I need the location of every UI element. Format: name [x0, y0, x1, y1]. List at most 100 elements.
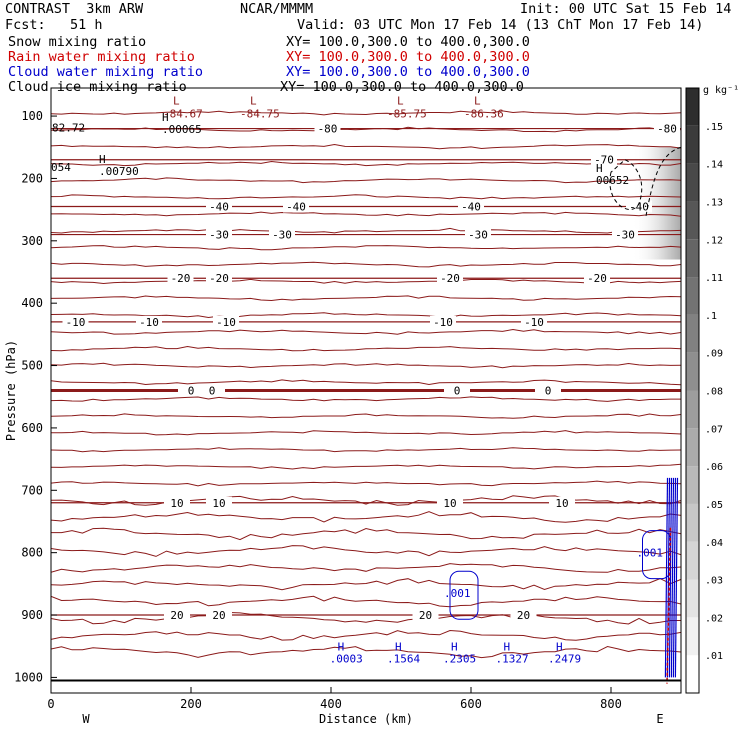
cloud-water-dense-contour [664, 477, 669, 678]
max-marker: H [162, 111, 169, 124]
colorbar-unit: g kg⁻¹ [703, 85, 739, 96]
colorbar-tick-label: .15 [705, 122, 723, 133]
x-axis-label: Distance (km) [319, 712, 413, 726]
isotherm-label-bg [136, 315, 162, 328]
isotherm-label-bg [465, 228, 491, 241]
isotherm-label: 10 [443, 497, 456, 510]
colorbar-segment [686, 201, 699, 240]
isotherm-label: -20 [440, 272, 460, 285]
isotherm-label: -30 [209, 229, 229, 242]
isotherm-label: -10 [66, 316, 86, 329]
isotherm-line [51, 211, 681, 217]
colorbar-segment [686, 503, 699, 542]
isotherm-label: -10 [216, 316, 236, 329]
colorbar-tick-label: .08 [705, 387, 723, 398]
valid-time: Valid: 03 UTC Mon 17 Feb 14 (13 ChT Mon … [297, 17, 704, 33]
isotherm-label: -80 [657, 123, 677, 136]
colorbar-segment [686, 277, 699, 315]
colorbar-segment [686, 88, 699, 126]
colorbar-segment [686, 541, 699, 580]
isotherm-line [51, 379, 681, 386]
isotherm-label: -40 [286, 201, 306, 214]
isotherm-label: 20 [170, 609, 183, 622]
isotherm-label: -40 [209, 201, 229, 214]
colorbar-tick-label: .07 [705, 424, 723, 435]
field-rain-xy: XY= 100.0,300.0 to 400.0,300.0 [286, 49, 530, 65]
field-snow-label: Snow mixing ratio [8, 34, 147, 50]
isotherm-line [51, 396, 681, 402]
isotherm-label: 0 [209, 385, 216, 398]
isotherm-label-bg [206, 496, 232, 509]
isotherm-label: 0 [545, 385, 552, 398]
isotherm-label: -30 [468, 229, 488, 242]
center-title: NCAR/MMMM [240, 1, 314, 17]
isotherm-line [51, 463, 681, 470]
isotherm-label: -30 [272, 229, 292, 242]
isotherm-label-bg [213, 315, 239, 328]
isotherm-label: 0 [454, 385, 461, 398]
isotherm-line [51, 495, 681, 506]
isotherm-label: 10 [555, 497, 568, 510]
isotherm-line [51, 447, 681, 453]
isotherm-label-bg [437, 272, 463, 285]
isotherm-line [51, 143, 681, 150]
isotherm-label-bg [412, 609, 439, 622]
edge-value: 054 [51, 161, 71, 174]
plot-frame [50, 87, 682, 694]
rain-water-contour [666, 527, 672, 684]
isotherm-label: 20 [517, 609, 530, 622]
x-end-label-west: W [82, 712, 90, 726]
isotherm-line [51, 611, 681, 625]
isotherm-label-bg [206, 272, 232, 285]
y-axis-label: Pressure (hPa) [4, 340, 18, 441]
min-value: -84.67 [163, 107, 203, 120]
y-tick-label: 600 [21, 421, 43, 435]
colorbar-segment [686, 617, 699, 656]
isotherm-label: -20 [209, 272, 229, 285]
colorbar-segment [686, 390, 699, 429]
isotherm-label: -80 [318, 123, 338, 136]
cloud-water-max-marker: H [338, 641, 345, 654]
min-marker: L [250, 94, 257, 107]
colorbar-tick-label: .14 [705, 160, 723, 171]
isotherm-line [51, 245, 681, 251]
cloud-water-dense-contour [670, 477, 675, 678]
isotherm-label: -40 [461, 201, 481, 214]
isotherm-line [51, 160, 681, 167]
isotherm-line [51, 645, 681, 659]
max-value: 00652 [596, 174, 629, 187]
y-tick-label: 400 [21, 296, 43, 310]
isotherm-label: 20 [212, 609, 225, 622]
isotherm-line [51, 413, 681, 419]
colorbar-tick-label: .1 [705, 311, 717, 322]
isotherm-line [51, 278, 681, 285]
y-tick-label: 100 [21, 109, 43, 123]
colorbar-frame [685, 87, 700, 694]
field-cloudwater-xy: XY= 100.0,300.0 to 400.0,300.0 [286, 64, 530, 80]
y-tick-label: 1000 [14, 670, 43, 684]
min-marker: L [474, 94, 481, 107]
isotherm-line [51, 194, 681, 200]
isotherm-label: -10 [433, 316, 453, 329]
x-tick-label: 800 [600, 697, 622, 711]
colorbar-segment [686, 352, 699, 391]
isotherm-label: -10 [139, 316, 159, 329]
colorbar-segment [686, 655, 699, 693]
cloud-water-max-marker: H [556, 641, 563, 654]
colorbar-tick-label: .01 [705, 651, 723, 662]
forecast-hour: Fcst: 51 h [5, 17, 103, 33]
colorbar-segment [686, 239, 699, 278]
isotherm-label-bg [206, 609, 232, 622]
isotherm-label-bg [62, 315, 89, 328]
isotherm-line [51, 126, 681, 133]
isotherm-label-bg [549, 496, 575, 509]
isotherm-label-bg [178, 384, 204, 397]
colorbar-tick-label: .04 [705, 538, 723, 549]
isotherm-label-bg [164, 609, 190, 622]
cloud-ice-contour [645, 146, 682, 216]
colorbar-tick-label: .03 [705, 576, 723, 587]
y-tick-label: 900 [21, 608, 43, 622]
x-tick-label: 600 [460, 697, 482, 711]
isotherm-label-bg [510, 609, 537, 622]
field-snow-xy: XY= 100.0,300.0 to 400.0,300.0 [286, 34, 530, 50]
